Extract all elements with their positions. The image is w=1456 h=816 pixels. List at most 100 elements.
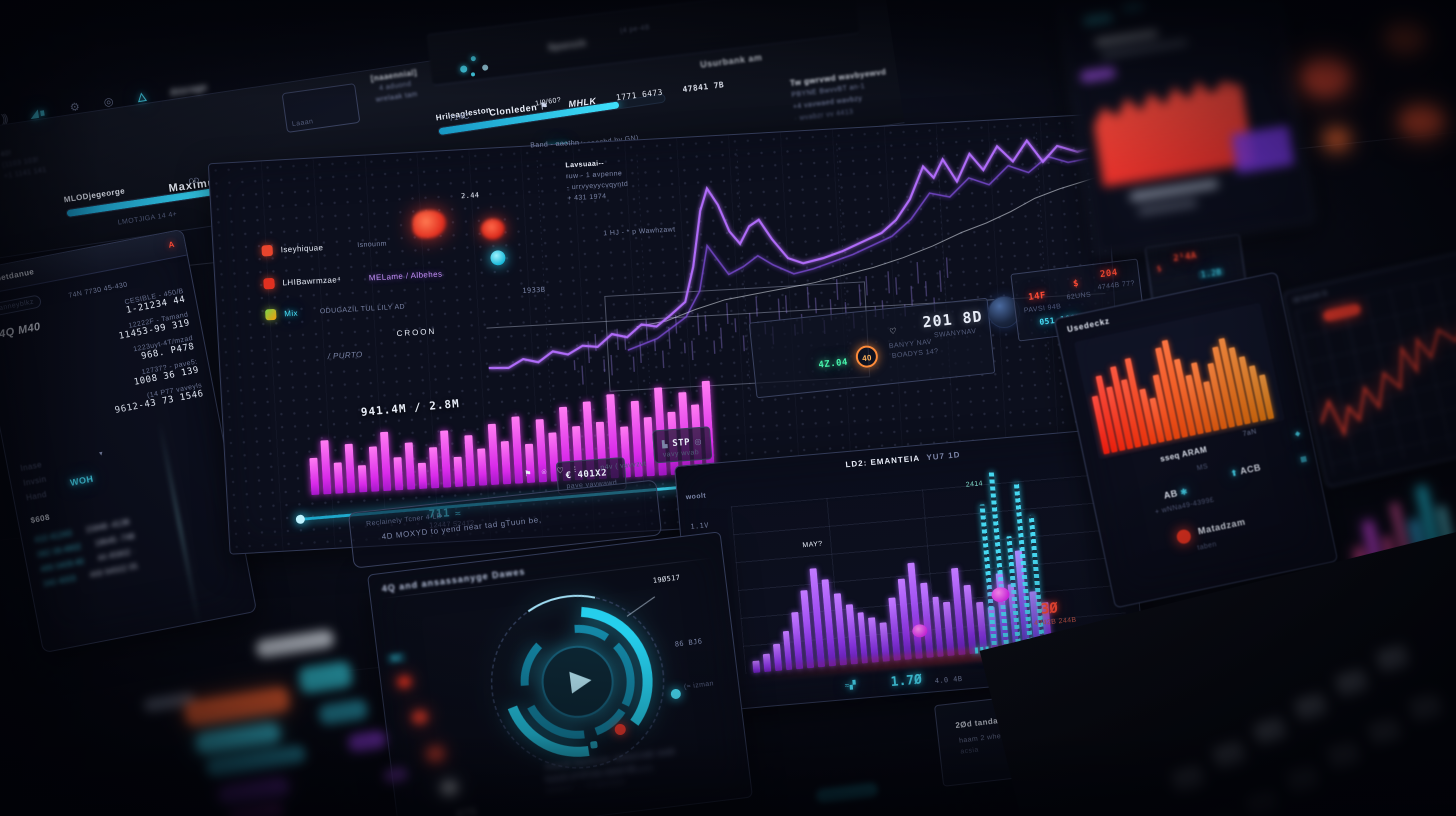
keyboard-key [1375,644,1411,674]
stp-chip[interactable]: ▙ STP ◎ vavy wvab [652,426,713,464]
bar [428,446,440,489]
row-acb[interactable]: ⬆ ACB [1229,462,1262,479]
row-ab[interactable]: AB ✻ [1162,486,1189,501]
molecule-icon [456,50,494,84]
keyboard-key [1367,717,1403,747]
red-panel-title: Id-tvrvm b [1292,289,1329,305]
sparkle-icon: ✻ [1179,486,1189,498]
heart-icon: ♡ [888,326,898,337]
gauge-square-cyan [590,740,598,749]
bar [453,456,464,488]
keyboard-key [1285,765,1321,796]
panel-cyan-sub: 4.0 4B [934,674,963,686]
alert-circle-red[interactable] [1175,528,1193,545]
slider-handle[interactable] [295,514,306,525]
bar [963,584,977,655]
keyboard-key [1171,765,1206,795]
legend-row: LHIBawrmzae⁴ MELame / Albehes [263,268,443,290]
keyboard-key [1293,692,1329,723]
sidebar-title: Hibbetdanue [0,267,35,286]
bar [500,440,512,485]
legend-swatch-red2 [263,277,275,290]
chart-mini-icon: ▙ [661,441,669,449]
bar [464,435,476,487]
bar [487,423,500,486]
bar [943,601,955,657]
legend-row: Mix ODUGAZIL TUL LILY AD [265,299,444,321]
search-label: Laaan [291,118,314,129]
bar [477,448,488,486]
logo-icon[interactable]: △ [136,90,148,104]
flame-panel-title: Usedeckz [1066,316,1111,335]
list-dot-red [425,745,446,764]
bar [320,440,332,495]
wave-icon: ≈▞ [844,680,857,691]
gauge-side1: 86 BJ6 [674,637,703,649]
kpi-ring: 40 [854,344,879,369]
legend-row: Iseyhiquae Isnounm [261,236,440,257]
bar [791,611,804,670]
speaker-icon[interactable]: ))) [0,112,8,125]
list-dot-white [439,780,459,798]
sidebar-badge[interactable]: A [167,239,176,250]
bar [511,416,524,484]
orange-glow-chart [1290,10,1456,180]
alert-blob-red [411,209,448,240]
main-legend: Iseyhiquae Isnounm LHIBawrmzae⁴ MELame /… [261,222,447,365]
histogram-title: LD2: EMANTEIA YU7 1D [845,450,961,470]
chip-cluster [105,606,431,816]
tab-714c[interactable]: 714C [448,111,471,123]
alert-label: Matadzam [1197,516,1247,537]
legend-swatch-red [261,244,274,257]
sidebar-rows: CESIBLE - 450/B 1-21234 44 12222F - Tamand… [40,280,210,426]
red-area-chart [1089,68,1254,187]
gauge-callout: 19Ø517 [652,573,681,585]
bar [404,442,416,490]
bar [368,446,380,492]
bar [393,456,404,491]
bar [932,596,945,657]
sidebar-dollar: $608 [29,512,51,526]
bar [919,582,934,658]
gauge-side2: (≈ izman [683,680,715,691]
bar [380,431,392,492]
gauge-dot-cyan [670,688,682,700]
bar [845,604,858,665]
bar [833,593,847,666]
bar [357,464,368,493]
bar [888,597,901,661]
sidebar-side-labels: Inase Invsin Hand [19,460,48,503]
main-float-value: 2.44 [460,191,480,201]
sidebar-big-label: 74Q M40 [0,320,42,342]
bar [309,457,320,496]
keyboard-key [1326,741,1362,772]
bar [333,462,344,494]
sidebar-bottom: 410 41243 15848 -4138 082 09:4902 18645 -74… [33,493,236,588]
left-micro-labels: 40! (1103 103! +1 1141 141 [0,149,48,181]
keyboard-key [1334,668,1370,699]
keyboard-key [1244,790,1280,816]
arrow-up-icon: ⬆ [1229,468,1239,479]
legend-extra: CROON [396,326,437,339]
mini-icon-col: ◆ ▦ [1294,430,1309,464]
volume-icon[interactable]: ◢∎ [29,106,48,121]
keyboard-key [1408,693,1444,723]
sidebar-chip[interactable]: baanneyblkz [0,294,42,319]
flame-caption: sseq ARAM [1159,445,1208,464]
gauge-side-value: 475 [455,806,478,816]
gear-icon[interactable]: ⚙ [69,100,82,115]
keyboard-key [1252,717,1288,747]
cyan-pill [815,782,879,804]
main-corner-note: Band - aaothn [530,139,580,150]
keyboard-key [1211,741,1247,771]
legend-swatch-mix [265,308,277,321]
ring-icon[interactable]: ◎ [102,95,115,109]
axis-head: woolt [685,492,707,502]
right-top-panel [1057,0,1315,256]
bar [857,612,869,664]
bar [440,430,452,488]
bracket-note: [naaennial] 4 aduond wrelaak tam [370,67,419,104]
sidebar-cyan-value: WOH [69,473,95,488]
panel-red-value: 3Ø [1040,600,1059,618]
panel-cyan-value: 1.7Ø [890,672,923,691]
